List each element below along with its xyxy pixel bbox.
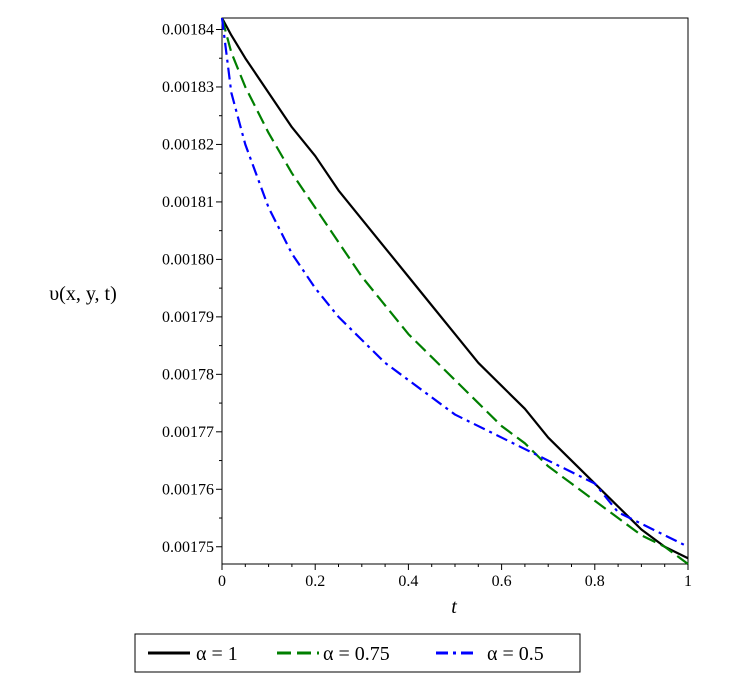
y-tick-label: 0.00183	[162, 79, 214, 96]
legend-label-0: α = 1	[196, 643, 238, 665]
x-tick-label: 0.2	[305, 573, 325, 590]
x-tick-label: 1	[684, 573, 692, 590]
y-tick-label: 0.00182	[162, 136, 214, 153]
y-tick-label: 0.00178	[162, 366, 214, 383]
y-tick-label: 0.00175	[162, 539, 214, 556]
x-axis-title: t	[451, 596, 457, 618]
y-axis-title: υ(x, y, t)	[49, 283, 116, 305]
y-tick-label: 0.00184	[162, 21, 214, 38]
legend-label-1: α = 0.75	[323, 643, 390, 665]
series-line-0	[221, 17, 689, 560]
y-tick-label: 0.00177	[162, 424, 214, 441]
plot-area	[221, 17, 689, 565]
series-line-2	[220, 17, 689, 548]
x-tick-label: 0	[218, 573, 226, 590]
y-tick-label: 0.00176	[162, 481, 214, 498]
series-line-1	[220, 17, 689, 565]
y-axis: 0.00175 0.00176 0.00177 0.00178 0.00179 0.001…	[162, 21, 222, 556]
y-tick-label: 0.00180	[162, 251, 214, 268]
x-tick-label: 0.6	[492, 573, 512, 590]
series-lines	[220, 17, 689, 565]
x-tick-label: 0.4	[398, 573, 418, 590]
legend-label-2: α = 0.5	[487, 643, 544, 665]
legend: α = 1 α = 0.75 α = 0.5	[134, 633, 581, 673]
y-tick-label: 0.00179	[162, 309, 214, 326]
legend-box	[134, 633, 581, 673]
x-axis: 0 0.2 0.4 0.6 0.8 1	[218, 564, 692, 590]
y-tick-label: 0.00181	[162, 194, 214, 211]
x-tick-label: 0.8	[585, 573, 605, 590]
plot-frame	[221, 17, 689, 565]
